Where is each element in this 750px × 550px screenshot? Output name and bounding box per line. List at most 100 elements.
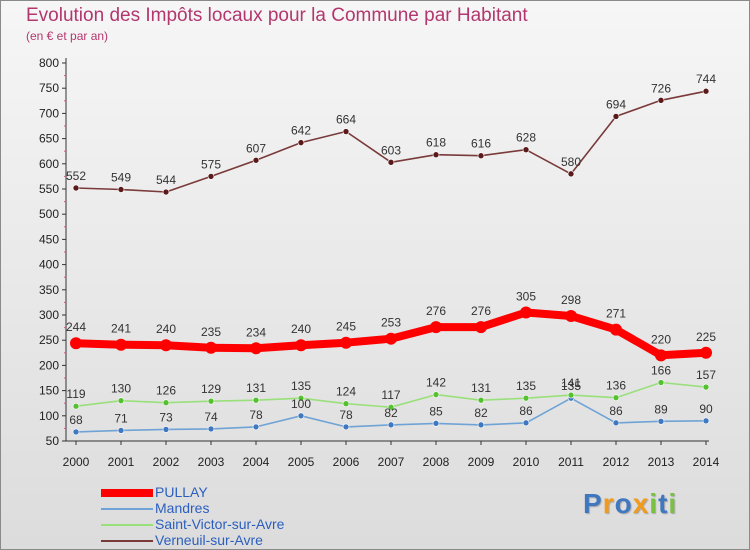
axes: 50 100 150 200 250 300 350 400 450 500 550 600 650 70…: [39, 56, 720, 469]
y-tick-label: 50: [46, 434, 60, 448]
data-label: 68: [69, 413, 83, 427]
data-point: [160, 339, 172, 352]
data-point: [477, 421, 485, 429]
data-point: [342, 400, 350, 408]
data-point: [297, 412, 305, 420]
data-point: [657, 379, 665, 386]
data-label: 241: [111, 322, 131, 336]
data-point: [297, 139, 305, 146]
legend-swatch: [101, 508, 153, 510]
y-tick-label: 150: [39, 384, 59, 398]
x-tick-label: 2009: [468, 455, 495, 469]
data-label: 276: [471, 304, 491, 318]
y-tick-label: 450: [39, 232, 59, 246]
data-point: [342, 423, 350, 431]
x-tick-label: 2010: [513, 455, 540, 469]
legend-label: Verneuil-sur-Avre: [155, 532, 263, 548]
data-label: 276: [426, 304, 446, 318]
data-label: 220: [651, 332, 671, 346]
data-point: [297, 394, 305, 402]
data-point: [340, 336, 352, 349]
data-point: [252, 156, 260, 164]
data-label: 552: [66, 169, 86, 183]
data-label: 642: [291, 124, 311, 138]
data-label: 664: [336, 113, 356, 127]
data-point: [295, 339, 307, 352]
data-point: [162, 188, 170, 196]
data-point: [702, 383, 710, 391]
x-tick-label: 2005: [288, 455, 315, 469]
data-point: [475, 321, 487, 334]
data-point: [115, 338, 127, 351]
data-label: 73: [159, 410, 173, 424]
data-point: [612, 394, 620, 401]
data-point: [565, 310, 577, 323]
data-label: 131: [471, 381, 491, 395]
data-point: [387, 158, 395, 166]
data-label: 235: [201, 325, 221, 339]
x-tick-label: 2003: [198, 455, 225, 469]
data-point: [520, 306, 532, 319]
data-point: [72, 402, 80, 410]
chart-title: Evolution des Impôts locaux pour la Comm…: [26, 5, 528, 26]
data-point: [207, 425, 215, 433]
x-tick-label: 2002: [153, 455, 180, 469]
data-point: [567, 391, 575, 399]
data-label: 126: [156, 384, 176, 398]
data-label: 253: [381, 316, 401, 330]
data-label: 575: [201, 157, 221, 171]
data-point: [205, 341, 217, 354]
legend-label: Saint-Victor-sur-Avre: [155, 516, 285, 532]
legend-swatch: [101, 489, 153, 497]
data-label: 130: [111, 382, 131, 396]
data-point: [657, 96, 665, 104]
data-label: 78: [339, 408, 353, 422]
x-tick-label: 2004: [243, 455, 270, 469]
data-label: 78: [249, 408, 263, 422]
data-label: 85: [429, 404, 443, 418]
y-tick-label: 350: [39, 283, 59, 297]
data-label: 240: [156, 322, 176, 336]
data-point: [70, 337, 82, 350]
legend-swatch: [101, 540, 153, 542]
data-point: [477, 152, 485, 160]
y-tick-label: 500: [39, 207, 59, 221]
y-tick-label: 300: [39, 308, 59, 322]
legend-label: PULLAY: [155, 484, 208, 500]
data-label: 580: [561, 155, 581, 169]
y-tick-label: 550: [39, 182, 59, 196]
data-label: 119: [66, 387, 85, 401]
y-tick-label: 650: [39, 132, 59, 146]
logo-letter: t: [658, 488, 669, 519]
data-label: 603: [381, 143, 401, 157]
data-label: 90: [699, 402, 713, 416]
data-label: 124: [336, 385, 356, 399]
data-point: [655, 349, 667, 362]
data-point: [477, 396, 485, 404]
data-point: [432, 151, 440, 159]
series-points: [70, 87, 712, 436]
y-tick-label: 100: [39, 409, 59, 423]
data-label: 234: [246, 325, 266, 339]
data-label: 694: [606, 97, 626, 111]
data-point: [430, 321, 442, 334]
logo-letter: o: [614, 488, 633, 519]
chart-subtitle: (en € et par an): [26, 29, 109, 43]
data-point: [252, 396, 260, 404]
data-point: [700, 346, 712, 359]
data-label: 744: [696, 72, 716, 86]
data-label: 157: [696, 368, 716, 382]
x-tick-label: 2012: [603, 455, 630, 469]
y-tick-label: 250: [39, 333, 59, 347]
data-point: [702, 87, 710, 95]
x-tick-label: 2006: [333, 455, 360, 469]
logo-letter: i: [649, 488, 659, 519]
y-tick-label: 200: [39, 358, 59, 372]
data-point: [522, 394, 530, 402]
data-point: [342, 128, 350, 135]
data-label: 271: [606, 307, 626, 321]
data-point: [610, 323, 622, 336]
data-label: 129: [201, 382, 221, 396]
logo-letter: r: [602, 488, 615, 519]
data-point: [117, 427, 125, 434]
